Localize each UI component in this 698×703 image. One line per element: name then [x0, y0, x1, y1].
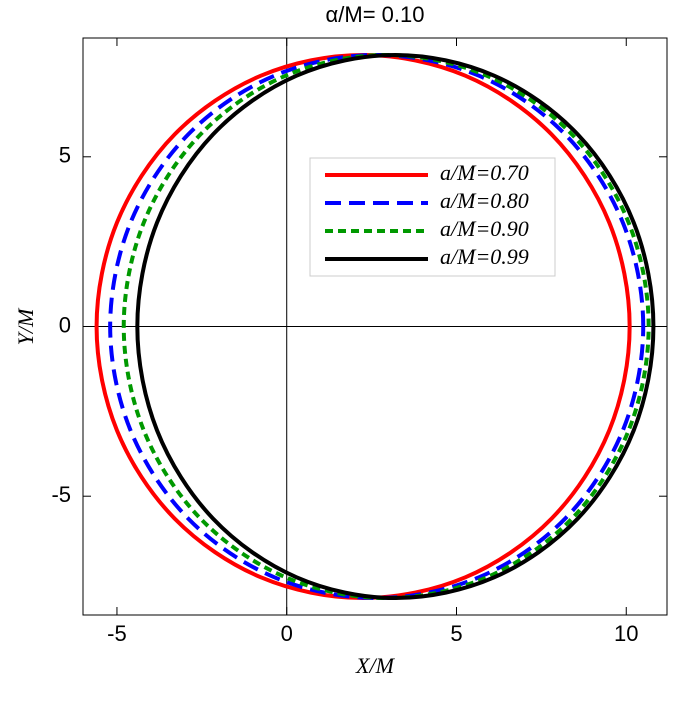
x-axis-label: X/M: [355, 653, 396, 678]
x-tick-label: 5: [450, 621, 462, 646]
chart-title: α/M= 0.10: [326, 2, 425, 27]
x-tick-label: -5: [107, 621, 127, 646]
y-axis-label: Y/M: [13, 307, 38, 345]
legend-label: a/M=0.99: [440, 244, 529, 269]
legend-box: [309, 157, 556, 277]
plot-frame: [82, 37, 668, 616]
x-tick-label: 0: [281, 621, 293, 646]
legend-label: a/M=0.70: [440, 160, 529, 185]
series-line: [94, 52, 632, 601]
series-line: [135, 52, 656, 601]
legend-label: a/M=0.80: [440, 188, 529, 213]
y-tick-label: -5: [51, 482, 71, 507]
series-line: [121, 52, 651, 601]
y-tick-label: 0: [59, 312, 71, 337]
legend-label: a/M=0.90: [440, 216, 529, 241]
x-tick-label: 10: [614, 621, 638, 646]
y-tick-label: 5: [59, 143, 71, 168]
series-line: [108, 52, 646, 601]
